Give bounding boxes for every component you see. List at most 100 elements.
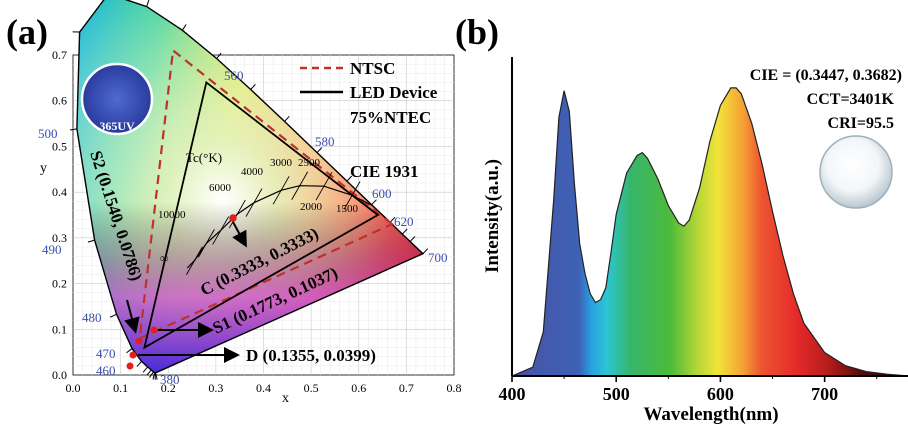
spectrum-area (511, 87, 908, 377)
c-arrow (232, 221, 247, 248)
locus-tick (316, 147, 323, 153)
cie-color-space (76, 0, 425, 374)
cct-3000-label: 3000 (270, 157, 293, 169)
s2-arrow (124, 299, 140, 334)
point-d-label: D (0.1355, 0.0399) (246, 346, 376, 365)
locus-tick (146, 369, 152, 376)
ntsc-triangle (138, 48, 395, 341)
wavelength-490-label: 490 (42, 242, 62, 257)
point-s2-marker (135, 337, 143, 345)
cie-xtick-label: 0.1 (113, 381, 128, 395)
locus-tick (389, 216, 396, 223)
white-led-photo (819, 135, 893, 209)
iso-temperature-line (228, 199, 246, 229)
cie-xtick-label: 0.0 (66, 381, 81, 395)
iso-temperature-lines (186, 171, 361, 275)
cie-xtick-label: 0.5 (304, 381, 319, 395)
cie-xlabel: x (282, 391, 289, 406)
cct-6000-label: 6000 (209, 182, 232, 194)
cie-ytick-label: 0.4 (52, 185, 67, 199)
ntec-label: 75%NTEC (350, 108, 431, 127)
ntsc-legend-label: NTSC (350, 59, 395, 78)
uv-label: 365UV (99, 119, 135, 133)
point-c (229, 214, 237, 222)
uv-chip-photo (80, 62, 154, 136)
cie-chart: (a) 0.0 0.1 0.2 0.3 0.4 0.5 0.6 0.7 0.8 0.0 0.1 0.2… (6, 0, 462, 406)
cct-4000-label: 4000 (241, 166, 264, 178)
locus-tick (371, 199, 377, 206)
cie-xtick-label: 0.6 (351, 381, 366, 395)
cie-ytick-label: 0.7 (52, 48, 67, 62)
iso-temperature-line (343, 181, 361, 210)
led-device-triangle (143, 80, 380, 350)
point-s1-marker (150, 326, 158, 334)
wavelength-620-label: 620 (394, 214, 414, 229)
led-legend-label: LED Device (350, 83, 438, 102)
cie-ytick-label: 0.3 (52, 231, 67, 245)
cct-2500-label: 2500 (298, 157, 321, 169)
locus-tick (149, 371, 154, 378)
cie-xtick-label: 0.7 (399, 381, 414, 395)
cie-ytick-label: 0.0 (52, 368, 67, 382)
panel-a-label: (a) (6, 12, 48, 52)
planckian-label: Tc(°K) (186, 150, 222, 165)
locus-tick (146, 0, 150, 7)
locus-tick (216, 52, 222, 59)
spectrum-ylabel: Intensity(a.u.) (482, 159, 503, 273)
locus-point-marker (126, 362, 134, 370)
wavelength-380-label: 380 (160, 372, 180, 387)
locus-tick (87, 239, 95, 243)
iso-temperature-line (197, 229, 215, 258)
wavelength-470-label: 470 (96, 346, 116, 361)
wavelength-560-label: 560 (224, 68, 244, 83)
cie-xtick-label: 0.8 (447, 381, 462, 395)
point-c-marker (229, 214, 237, 222)
iso-temperature-line (272, 176, 290, 205)
panel-b-label: (b) (455, 12, 499, 52)
wavelength-580-label: 580 (315, 134, 335, 149)
uv-excitation-inset: 365UV (80, 62, 154, 136)
locus-tick (181, 24, 187, 31)
iso-temperature-line (212, 216, 230, 245)
cct-infinity-label: ∞ (160, 251, 169, 265)
locus-tick (109, 313, 117, 318)
spectral-locus-line (76, 0, 425, 374)
white-led-glow (819, 135, 893, 209)
locus-tick (136, 361, 142, 367)
cct-1500-label: 1500 (336, 203, 359, 215)
wavelength-460-label: 460 (96, 363, 116, 378)
cie-ytick-label: 0.5 (52, 139, 67, 153)
spectrum-xlabel: Wavelength(nm) (643, 404, 778, 425)
cie-ytick-label: 0.6 (52, 94, 67, 108)
cct-label: CCT=3401K (807, 91, 895, 108)
cie-axis-ticks: 0.0 0.1 0.2 0.3 0.4 0.5 0.6 0.7 0.8 0.0 0.1 0.2 0.3 0… (52, 0, 462, 395)
cie-coordinate-label: CIE = (0.3447, 0.3682) (750, 67, 902, 84)
wavelength-600-label: 600 (372, 186, 392, 201)
cie-xtick-label: 0.2 (161, 381, 176, 395)
cie-ytick-label: 0.1 (52, 322, 67, 336)
cie-xtick-label: 0.3 (208, 381, 223, 395)
iso-temperature-line (186, 246, 203, 275)
cct-2000-label: 2000 (300, 201, 323, 213)
cie-ylabel: y (40, 161, 47, 176)
wavelength-480-label: 480 (82, 310, 102, 325)
locus-tick (155, 372, 158, 380)
cie-1931-title: CIE 1931 (350, 162, 418, 181)
locus-tick (284, 115, 290, 122)
cie-xtick-label: 0.4 (256, 381, 271, 395)
wavelength-700-label: 700 (428, 250, 448, 265)
spectrum-xtick-label: 600 (707, 384, 734, 404)
locus-tick (401, 228, 408, 235)
locus-tick (409, 236, 416, 242)
locus-tick (69, 128, 77, 131)
wavelength-labels: 380 460 470 480 490 500 560 580 600 620 … (38, 68, 448, 387)
spectrum-x-ticks: 400 500 600 700 (499, 376, 878, 404)
cct-10000-label: 10000 (158, 209, 186, 221)
iso-temperature-line (291, 171, 309, 200)
locus-tick (142, 366, 148, 373)
spectrum-xtick-label: 700 (811, 384, 838, 404)
iso-temperature-line (315, 171, 333, 201)
locus-tick (152, 372, 156, 380)
spectral-locus-purple (76, 0, 423, 373)
